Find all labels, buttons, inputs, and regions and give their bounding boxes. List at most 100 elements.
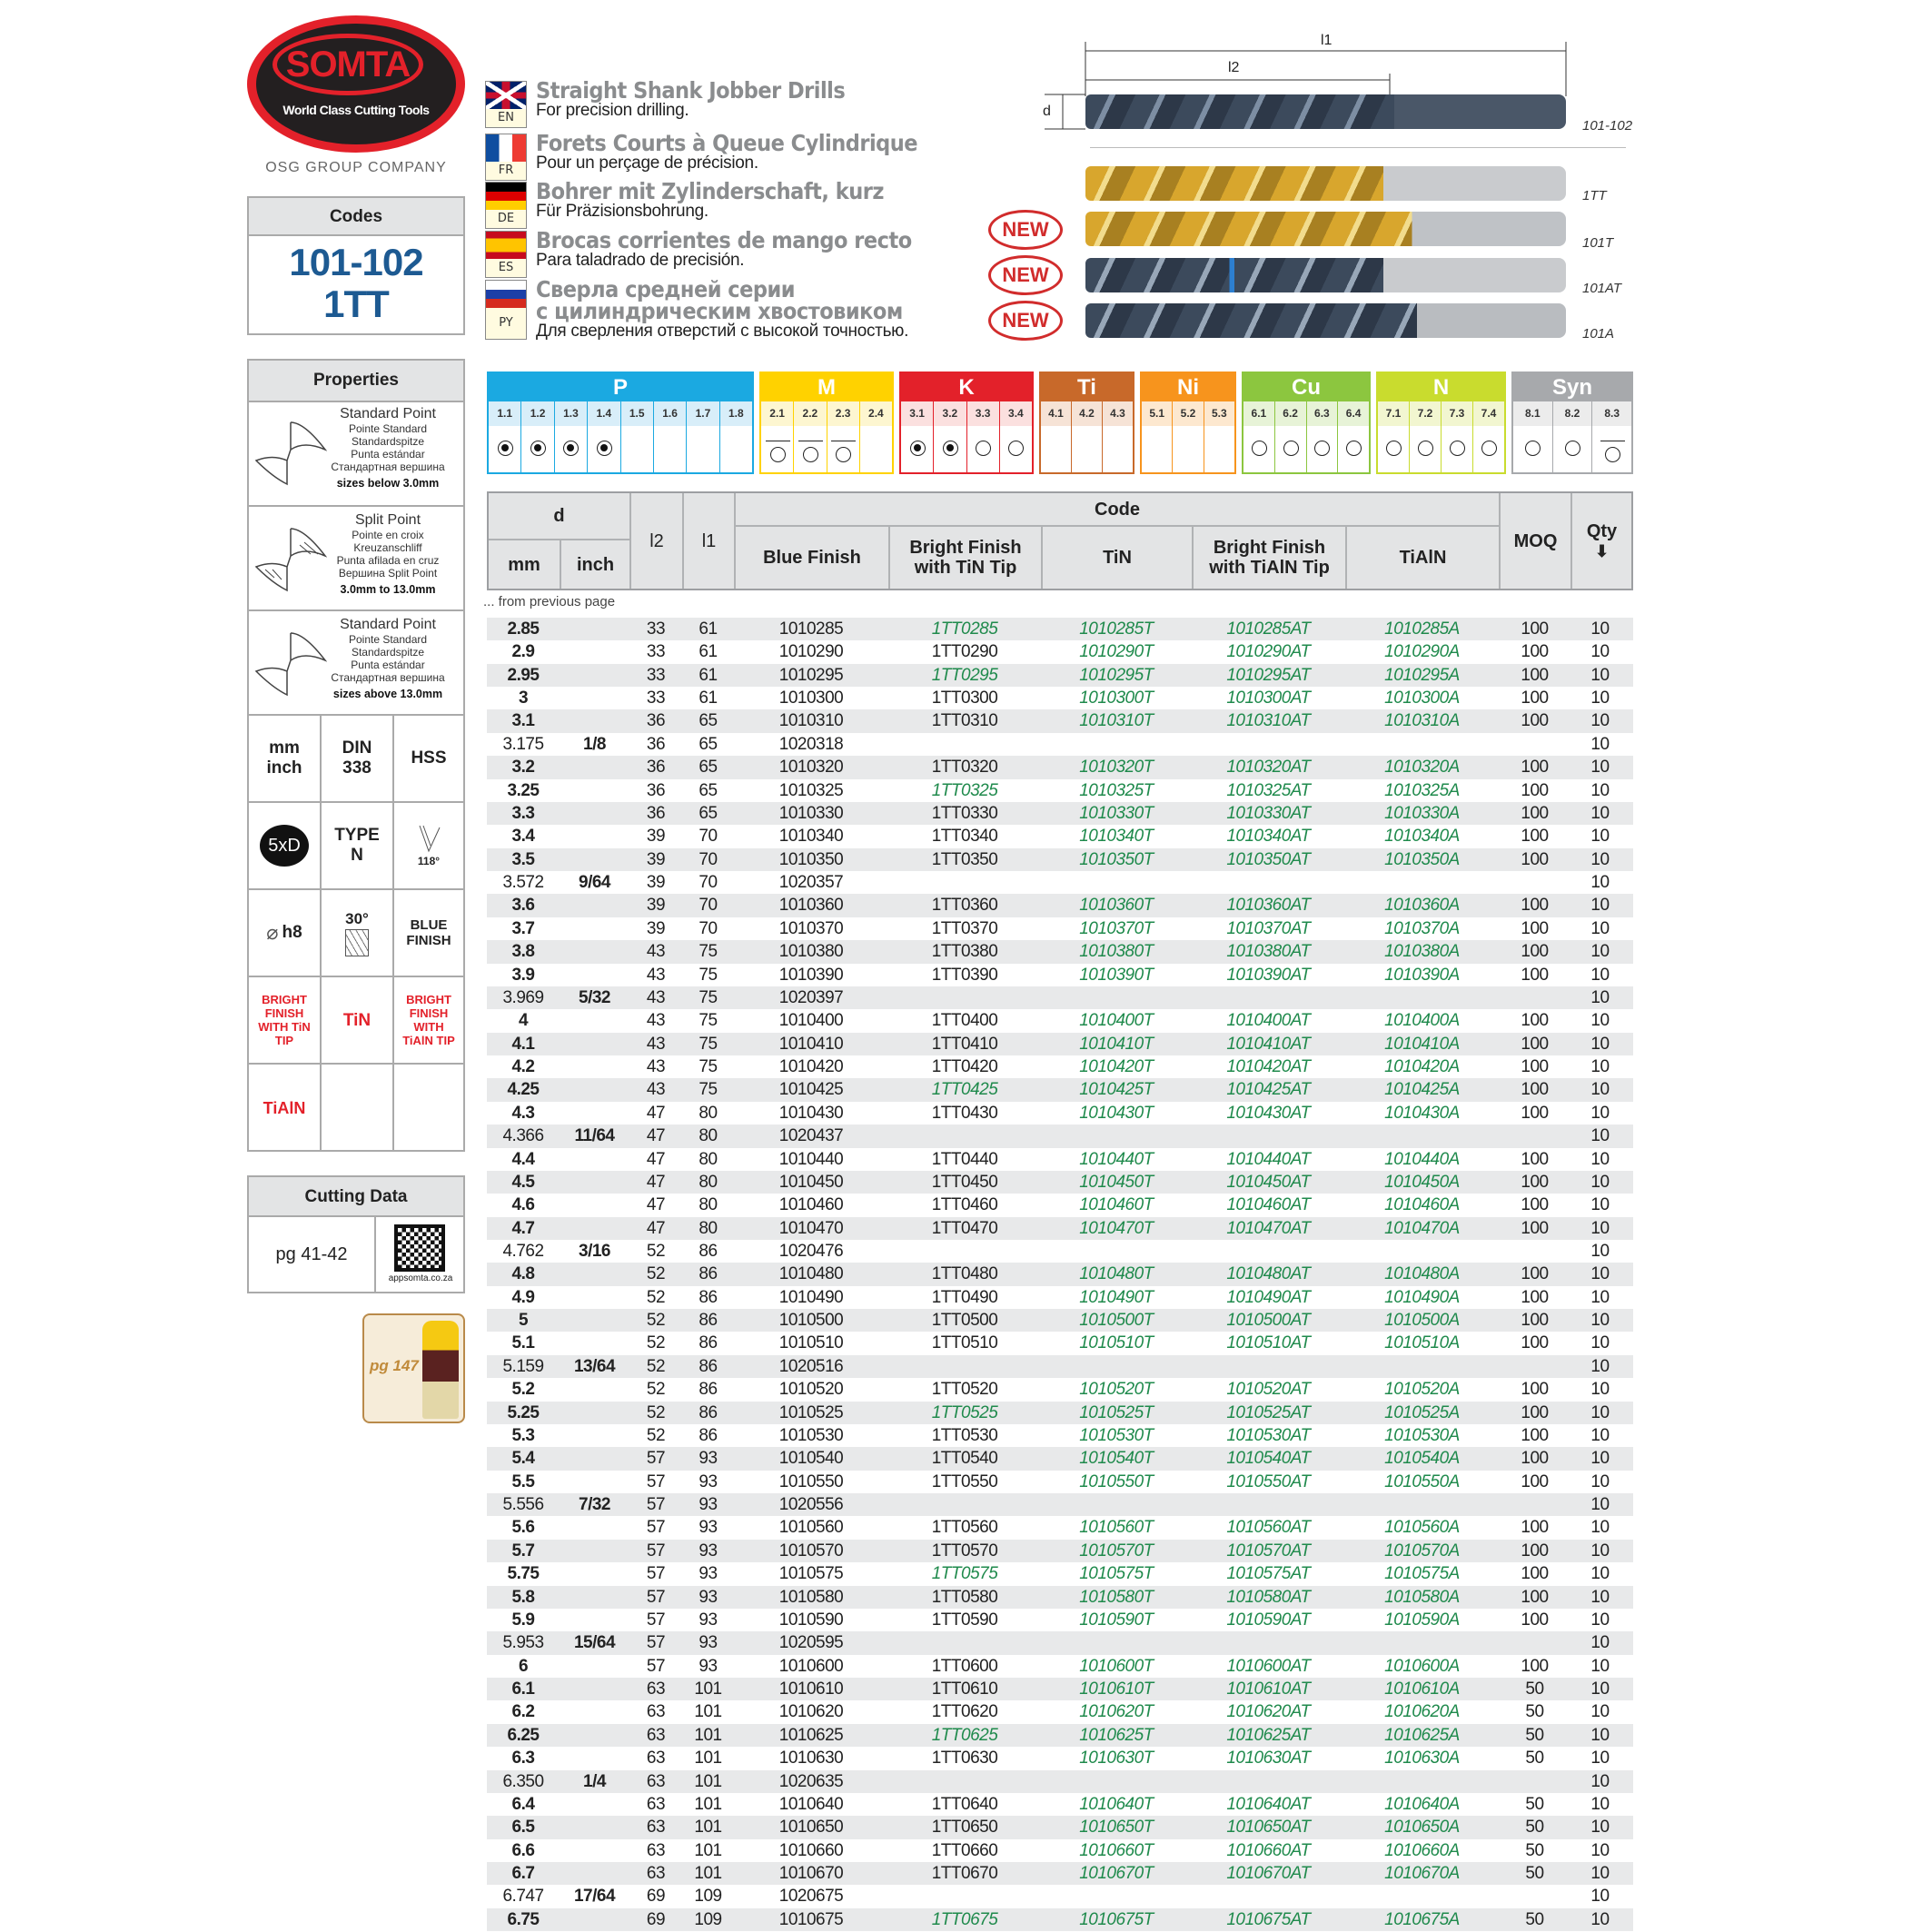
material-group-k: K 3.1 3.2 3.3 3.4 <box>899 372 1034 474</box>
point-es: Punta estándar <box>351 448 425 461</box>
material-subgroup: 1.8 <box>719 401 752 474</box>
moq <box>1499 871 1570 894</box>
diameter-mm: 4.3 <box>511 1103 535 1123</box>
moq: 100 <box>1521 1402 1549 1422</box>
diameter-mm: 3.8 <box>511 942 535 962</box>
l2-label: l2 <box>1228 60 1240 75</box>
qty: 10 <box>1590 689 1610 708</box>
qty: 10 <box>1590 665 1610 685</box>
point-fr: Pointe Standard <box>348 422 428 435</box>
code-blue-finish: 1020635 <box>778 1771 844 1791</box>
diameter-mm: 6.2 <box>511 1702 535 1722</box>
qty: 10 <box>1590 1633 1610 1653</box>
code-tin: 1010610T <box>1079 1679 1154 1699</box>
overall-length: 70 <box>698 827 718 847</box>
material-subgroup: 3.2 <box>934 401 967 474</box>
table-row: 6.350 1/4 63 101 1020635 10 <box>487 1769 1633 1793</box>
code-blue-finish: 1010530 <box>778 1425 844 1445</box>
code-tin: 1010530T <box>1079 1425 1154 1445</box>
code-tin: 1010380T <box>1079 942 1154 962</box>
overall-length: 75 <box>698 965 718 985</box>
diameter-inch <box>560 1908 629 1931</box>
title-text: Brocas corrientes de mango recto <box>536 227 912 253</box>
helix: 30° <box>322 890 394 977</box>
table-row: 5.159 13/64 52 86 1020516 10 <box>487 1354 1633 1379</box>
code-tialn: 1010430A <box>1384 1103 1460 1123</box>
diameter-inch <box>560 1194 629 1216</box>
code-bright-tin-tip: 1TT0470 <box>931 1218 998 1238</box>
header-code: Code <box>736 493 1501 527</box>
code-bright-tialn-tip: 1010590AT <box>1226 1610 1311 1630</box>
diameter-inch <box>560 640 629 663</box>
header-blue-finish: Blue Finish <box>736 527 890 589</box>
diameter-mm: 4.25 <box>507 1080 540 1100</box>
code-tin <box>1041 1240 1192 1263</box>
header-qty: Qty ⬇ <box>1572 493 1631 589</box>
point-range: sizes above 13.0mm <box>332 688 443 700</box>
header-inch: inch <box>561 540 631 589</box>
overall-length: 101 <box>694 1725 722 1745</box>
flute-length: 47 <box>646 1218 666 1238</box>
diameter-mm: 5.953 <box>502 1633 544 1653</box>
title-text: Forets Courts à Queue Cylindrique <box>536 130 918 156</box>
code-tialn: 1010340A <box>1384 827 1460 847</box>
overall-length: 80 <box>698 1149 718 1169</box>
code-tialn: 1010425A <box>1384 1080 1460 1100</box>
moq: 100 <box>1521 1425 1549 1445</box>
code-bright-tin-tip: 1TT0380 <box>931 942 998 962</box>
code-tin: 1010420T <box>1079 1057 1154 1077</box>
point-name: Standard Point <box>340 406 436 421</box>
lang-code: PY <box>486 308 526 339</box>
code-bright-tin-tip: 1TT0660 <box>931 1840 998 1860</box>
code-bright-tin-tip: 1TT0620 <box>931 1702 998 1722</box>
material-subgroup: 2.2 <box>794 401 827 474</box>
material-group-label: M <box>761 373 892 401</box>
qty: 10 <box>1590 1149 1610 1169</box>
code-bright-tialn-tip: 1010530AT <box>1226 1425 1311 1445</box>
diameter-inch <box>560 1700 629 1723</box>
code-bright-tialn-tip: 1010410AT <box>1226 1034 1311 1054</box>
code-bright-tin-tip: 1TT0460 <box>931 1195 998 1215</box>
code-bright-tialn-tip <box>1192 1631 1345 1654</box>
code-tin: 1010370T <box>1079 918 1154 938</box>
code-bright-tin-tip: 1TT0390 <box>931 965 998 985</box>
code-blue-finish: 1010640 <box>778 1794 844 1814</box>
point-ru: Стандартная вершина <box>331 461 445 473</box>
qr-code-icon[interactable] <box>394 1224 445 1272</box>
moq: 100 <box>1521 1034 1549 1054</box>
flute-length: 43 <box>646 1057 666 1077</box>
qty: 10 <box>1590 849 1610 869</box>
qty: 10 <box>1590 1564 1610 1584</box>
code-bright-tialn-tip: 1010450AT <box>1226 1172 1311 1192</box>
code-tialn: 1010650A <box>1384 1818 1460 1838</box>
code-tin: 1010580T <box>1079 1587 1154 1607</box>
tolerance: ⌀ h8 <box>249 890 322 977</box>
diameter-mm: 5.9 <box>511 1610 535 1630</box>
subgroup-number: 2.2 <box>794 401 827 426</box>
code-tin: 1010410T <box>1079 1034 1154 1054</box>
flute-length: 57 <box>646 1471 666 1491</box>
code-blue-finish: 1010450 <box>778 1172 844 1192</box>
subtitle-text: Для сверления отверстий с высокой точнос… <box>536 322 909 341</box>
flute-length: 52 <box>646 1333 666 1353</box>
point-split: Split Point Pointe en croix Kreuzanschliff… <box>249 507 463 611</box>
title-text: Straight Shank Jobber Drills <box>536 77 846 104</box>
spray-product[interactable]: pg 147 <box>362 1313 465 1423</box>
code-blue-finish: 1010625 <box>778 1725 844 1745</box>
cutting-data-pages[interactable]: pg 41-42 <box>249 1217 376 1292</box>
table-row: 4 43 75 1010400 1TT0400 1010400T 1010400AT 1010… <box>487 1009 1633 1032</box>
subgroup-number: 8.3 <box>1592 401 1632 426</box>
code-bright-tialn-tip: 1010350AT <box>1226 849 1311 869</box>
table-row: 6.6 63 101 1010660 1TT0660 1010660T 1010660AT 1… <box>487 1839 1633 1862</box>
overall-length: 86 <box>698 1380 718 1400</box>
table-row: 4.25 43 75 1010425 1TT0425 1010425T 1010425AT 1… <box>487 1078 1633 1102</box>
code-tin: 1010570T <box>1079 1541 1154 1560</box>
flute-length: 39 <box>646 849 666 869</box>
flute-length: 57 <box>646 1449 666 1469</box>
table-row: 6.1 63 101 1010610 1TT0610 1010610T 1010610AT 1… <box>487 1678 1633 1701</box>
flute-length: 43 <box>646 965 666 985</box>
code-tin: 1010440T <box>1079 1149 1154 1169</box>
diameter-inch <box>560 1263 629 1285</box>
flute-length: 57 <box>646 1610 666 1630</box>
material-subgroup: 1.4 <box>588 401 621 474</box>
